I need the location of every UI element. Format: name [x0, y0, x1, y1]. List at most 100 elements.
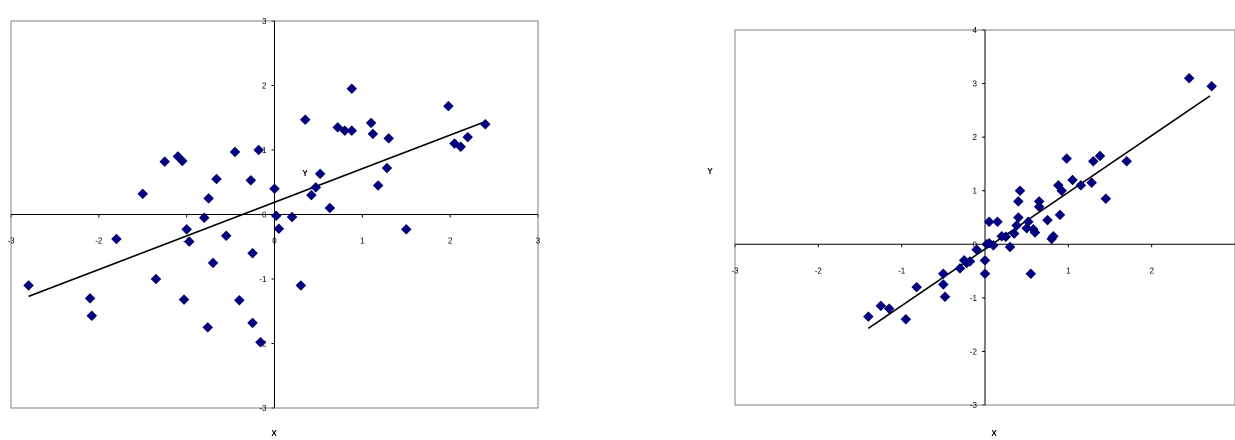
data-point: [220, 230, 232, 242]
x-tick-label: 2: [448, 237, 453, 246]
data-point: [229, 146, 241, 158]
data-point: [198, 212, 210, 224]
x-tick-label: -2: [815, 266, 823, 275]
x-tick-label: 1: [1066, 266, 1071, 275]
data-point: [1047, 230, 1059, 242]
y-tick-label: 2: [973, 133, 978, 142]
data-point: [310, 182, 322, 193]
y-tick-label: 4: [973, 26, 978, 35]
data-point: [314, 168, 326, 180]
x-axis-title-2: X: [991, 429, 997, 438]
data-point: [176, 155, 188, 167]
data-point: [1012, 196, 1024, 207]
data-point: [479, 118, 491, 130]
data-point: [1056, 185, 1068, 197]
data-point: [269, 183, 280, 195]
data-point: [111, 233, 122, 245]
data-point: [400, 223, 412, 235]
data-point: [462, 131, 474, 143]
data-point: [247, 247, 258, 259]
data-point: [159, 156, 171, 167]
x-tick-label: -1: [898, 266, 906, 275]
data-point: [306, 189, 317, 201]
y-tick-label: 3: [973, 80, 978, 89]
data-point: [255, 336, 266, 348]
data-point: [1086, 177, 1098, 189]
data-point: [455, 141, 467, 153]
data-point: [234, 294, 245, 306]
data-point: [1183, 72, 1195, 84]
data-point: [247, 317, 258, 329]
data-point: [183, 236, 195, 247]
data-point: [937, 268, 949, 280]
data-point: [979, 255, 991, 266]
x-axis-title-1: X: [271, 429, 277, 438]
data-point: [245, 174, 257, 186]
data-point: [381, 162, 393, 174]
data-point: [1087, 155, 1099, 167]
data-point: [1000, 231, 1012, 243]
data-point: [1033, 201, 1045, 213]
data-point: [964, 256, 976, 267]
data-point: [900, 313, 912, 325]
data-point: [207, 257, 219, 269]
data-point: [150, 273, 162, 285]
data-point: [937, 279, 949, 290]
data-point: [372, 180, 384, 191]
data-point: [270, 210, 282, 222]
data-point: [346, 125, 358, 137]
data-point: [1094, 150, 1106, 162]
data-point: [1012, 212, 1024, 223]
x-tick-label: -3: [731, 266, 739, 275]
x-tick-label: 2: [1149, 266, 1154, 275]
data-point: [346, 83, 358, 95]
data-point: [86, 310, 98, 322]
data-point: [939, 291, 951, 303]
trendline-1: [28, 120, 486, 298]
x-tick-label: -3: [7, 237, 15, 246]
y-tick-label: -1: [259, 275, 267, 284]
y-tick-label: 3: [262, 17, 267, 26]
y-tick-label: 1: [262, 146, 267, 155]
data-point: [202, 322, 214, 333]
x-tick-label: 1: [360, 237, 365, 246]
data-point: [253, 144, 265, 156]
data-point: [383, 133, 395, 144]
data-point: [1029, 227, 1041, 238]
data-point: [211, 173, 222, 185]
data-point: [1206, 80, 1218, 92]
data-point: [23, 280, 34, 291]
y-axis-title-2: Y: [707, 167, 713, 176]
data-point: [339, 125, 351, 137]
data-point: [324, 202, 336, 214]
data-point: [883, 303, 895, 314]
data-point: [443, 100, 454, 112]
data-point: [983, 216, 995, 228]
y-tick-label: 2: [262, 82, 267, 91]
data-point: [1008, 228, 1020, 239]
data-point: [84, 292, 96, 304]
y-tick-label: 0: [973, 240, 978, 249]
data-point: [273, 223, 285, 235]
data-point: [137, 188, 149, 200]
data-point: [987, 240, 999, 251]
data-point: [367, 128, 379, 140]
data-point: [954, 263, 966, 274]
data-point: [992, 216, 1003, 228]
data-point: [203, 193, 214, 204]
data-point: [365, 117, 377, 129]
x-tick-label: 3: [536, 237, 541, 246]
x-tick-label: 0: [272, 237, 277, 246]
x-tick-label: -2: [95, 237, 103, 246]
data-point: [1022, 216, 1034, 228]
data-point: [1004, 241, 1016, 253]
data-point: [1100, 193, 1112, 205]
data-point: [1054, 209, 1066, 221]
data-point: [178, 294, 190, 305]
data-point: [1042, 214, 1053, 226]
data-point: [1011, 220, 1023, 231]
data-point: [1067, 174, 1078, 186]
data-point: [1014, 185, 1026, 197]
